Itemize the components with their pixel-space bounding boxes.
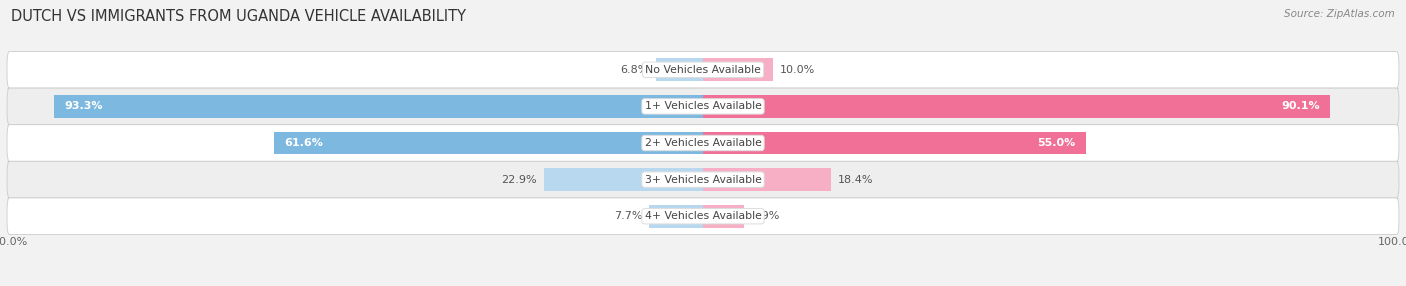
Text: 6.8%: 6.8% (620, 65, 648, 75)
Text: No Vehicles Available: No Vehicles Available (645, 65, 761, 75)
FancyBboxPatch shape (7, 51, 1399, 88)
Text: DUTCH VS IMMIGRANTS FROM UGANDA VEHICLE AVAILABILITY: DUTCH VS IMMIGRANTS FROM UGANDA VEHICLE … (11, 9, 467, 23)
Text: 55.0%: 55.0% (1038, 138, 1076, 148)
Text: 5.9%: 5.9% (751, 211, 779, 221)
Bar (650, 205, 703, 228)
FancyBboxPatch shape (7, 198, 1399, 235)
Bar (703, 132, 1085, 154)
Bar (544, 168, 703, 191)
Text: 22.9%: 22.9% (501, 175, 537, 184)
Text: 1+ Vehicles Available: 1+ Vehicles Available (644, 102, 762, 111)
Text: 2+ Vehicles Available: 2+ Vehicles Available (644, 138, 762, 148)
Text: 18.4%: 18.4% (838, 175, 873, 184)
Text: 10.0%: 10.0% (779, 65, 815, 75)
Text: 93.3%: 93.3% (65, 102, 103, 111)
Text: 3+ Vehicles Available: 3+ Vehicles Available (644, 175, 762, 184)
FancyBboxPatch shape (7, 88, 1399, 125)
Text: 90.1%: 90.1% (1281, 102, 1320, 111)
Bar (655, 58, 703, 81)
Bar (703, 168, 831, 191)
Text: 4+ Vehicles Available: 4+ Vehicles Available (644, 211, 762, 221)
Bar (274, 132, 703, 154)
Text: Source: ZipAtlas.com: Source: ZipAtlas.com (1284, 9, 1395, 19)
Bar (703, 95, 1330, 118)
FancyBboxPatch shape (7, 161, 1399, 198)
Bar (703, 58, 773, 81)
Bar (53, 95, 703, 118)
Bar (703, 205, 744, 228)
Text: 7.7%: 7.7% (614, 211, 643, 221)
FancyBboxPatch shape (7, 125, 1399, 161)
Text: 61.6%: 61.6% (285, 138, 323, 148)
